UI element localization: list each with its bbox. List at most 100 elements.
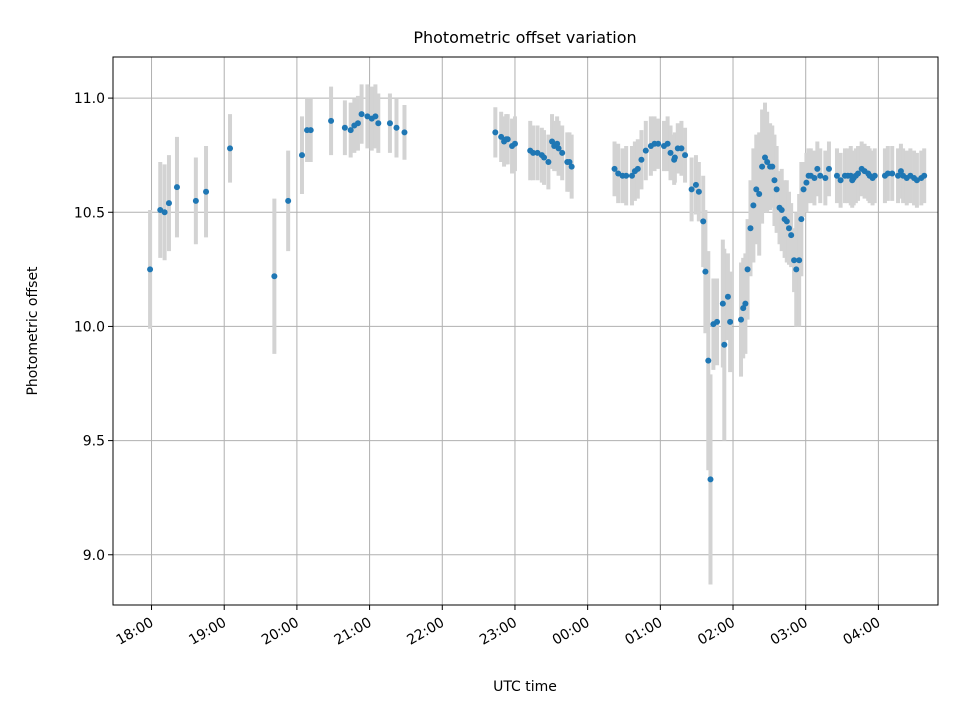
data-point [773,186,780,193]
data-point [825,165,832,172]
data-point [742,300,749,307]
data-point [568,163,575,170]
data-point [803,179,810,186]
data-point [769,163,776,170]
data-point [393,124,400,131]
data-point [611,165,618,172]
data-point [837,177,844,184]
x-axis-label: UTC time [493,679,557,695]
data-point [778,206,785,213]
data-point [692,181,699,188]
data-point [498,133,505,140]
data-point [740,305,747,312]
y-axis-label: Photometric offset [25,266,41,396]
data-point [764,159,771,166]
data-point [678,145,685,152]
data-point [822,175,829,182]
data-point [750,202,757,209]
data-point [655,140,662,147]
data-point [372,113,379,120]
data-point [634,165,641,172]
data-point [714,318,721,325]
data-point [756,191,763,197]
data-point [833,172,840,179]
data-point [530,149,537,156]
data-point [271,273,278,280]
data-point [541,154,548,161]
data-point [889,170,896,177]
data-point [375,120,382,127]
data-point [358,111,365,118]
data-point [401,129,408,136]
data-point [623,172,630,179]
data-point [747,225,754,232]
data-point [511,140,518,147]
data-point [566,159,573,166]
data-point [554,140,561,147]
data-point [798,216,805,223]
y-tick-label: 10.5 [74,205,105,221]
data-point [695,188,702,195]
y-tick-label: 9.5 [83,434,105,450]
data-point [664,140,671,147]
data-point [759,163,766,170]
data-point [682,152,689,159]
data-point [628,172,635,179]
data-point [638,156,645,163]
data-point [642,147,649,154]
data-point [203,188,210,195]
data-point [285,197,292,204]
data-point [298,152,305,159]
data-point [897,168,904,175]
data-point [753,186,760,193]
data-point [328,117,335,124]
data-point [386,120,393,127]
data-point [855,170,862,177]
data-point [705,357,712,364]
data-point [788,232,795,239]
data-point [667,149,674,156]
data-point [147,266,154,273]
data-point [762,154,769,161]
data-point [796,257,803,264]
y-tick-label: 9.0 [83,548,105,564]
data-point [738,316,745,323]
data-point [165,200,172,207]
data-point [724,293,731,300]
data-point [555,145,562,152]
data-point [559,149,566,156]
data-point [793,266,800,273]
data-point [871,172,878,179]
data-point [161,209,168,216]
data-point [347,127,354,134]
data-point [884,170,891,177]
data-point [800,186,807,193]
data-point [791,257,798,264]
point-layer [147,111,928,483]
data-point [702,268,709,275]
data-point [895,172,902,179]
data-point [341,124,348,131]
y-tick-label: 10.0 [74,319,105,335]
data-point [192,197,199,204]
data-point [814,165,821,172]
data-point [671,154,678,161]
data-point [783,218,790,225]
data-point [173,184,180,191]
chart-title: Photometric offset variation [413,28,636,47]
data-point [307,127,314,134]
data-point [688,186,695,193]
data-point [227,145,234,152]
data-point [721,341,728,348]
data-point [492,129,499,136]
data-point [700,218,707,225]
data-point [811,175,818,182]
data-point [785,225,792,232]
data-point [354,120,361,127]
data-point [545,159,552,166]
data-point [549,138,556,145]
plot-frame [112,56,939,606]
data-point [727,318,734,325]
